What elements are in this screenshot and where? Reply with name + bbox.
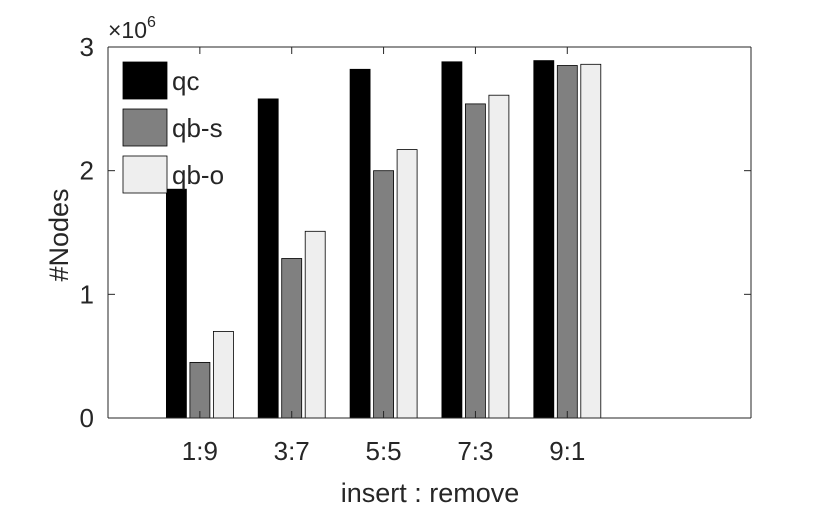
- y-scale-exponent: 6: [147, 14, 156, 31]
- plot-area: 0 1 2 3 1:9 3:7 5:5 7:3 9:1 qc qb-s qb-o: [80, 32, 752, 466]
- bar-qc-5:5: [349, 68, 371, 419]
- y-tick-label-0: 0: [80, 403, 94, 433]
- bar-qc-1:9: [165, 188, 187, 419]
- y-scale-base: ×10: [108, 17, 147, 43]
- y-tick-label-2: 2: [80, 156, 94, 186]
- legend-label-qb-s: qb-s: [172, 113, 223, 143]
- bar-qb-s-9:1: [556, 65, 578, 419]
- bar-qc-7:3: [441, 61, 463, 419]
- x-axis-label: insert : remove: [341, 478, 520, 508]
- bar-qb-s-7:3: [464, 103, 486, 419]
- bar-qb-s-5:5: [373, 170, 395, 419]
- legend-swatch-qc: [122, 61, 168, 100]
- y-axis-label: #Nodes: [44, 188, 74, 281]
- legend-label-qb-o: qb-o: [172, 160, 224, 190]
- x-tick-label-9:1: 9:1: [549, 436, 585, 466]
- legend-swatch-qb-o: [122, 155, 168, 194]
- bar-qb-o-9:1: [580, 63, 602, 419]
- bar-qb-o-7:3: [488, 94, 510, 419]
- bar-qb-o-3:7: [304, 230, 326, 419]
- y-tick-label-3: 3: [80, 32, 94, 62]
- bar-qb-o-5:5: [396, 149, 418, 419]
- bar-qb-s-3:7: [281, 258, 303, 419]
- bar-qb-o-1:9: [212, 330, 234, 419]
- bar-qb-s-1:9: [189, 361, 211, 419]
- bar-qc-9:1: [533, 60, 555, 419]
- legend-swatch-qb-s: [122, 108, 168, 147]
- x-tick-label-5:5: 5:5: [365, 436, 401, 466]
- x-tick-label-3:7: 3:7: [274, 436, 310, 466]
- y-tick-label-1: 1: [80, 279, 94, 309]
- x-tick-label-1:9: 1:9: [182, 436, 218, 466]
- bar-qc-3:7: [257, 98, 279, 419]
- x-tick-label-7:3: 7:3: [457, 436, 493, 466]
- y-scale-factor: ×106: [108, 14, 156, 43]
- legend-label-qc: qc: [172, 66, 199, 96]
